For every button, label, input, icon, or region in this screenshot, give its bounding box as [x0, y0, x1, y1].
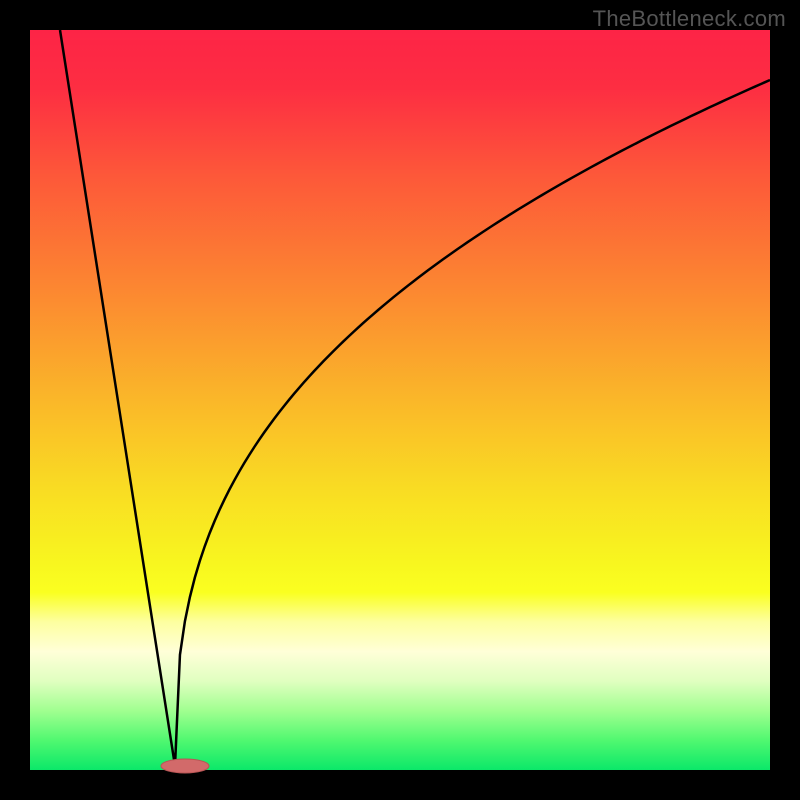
- bottleneck-chart: [0, 0, 800, 800]
- plot-background: [30, 30, 770, 770]
- watermark-text: TheBottleneck.com: [593, 6, 786, 32]
- bottleneck-marker: [161, 759, 209, 773]
